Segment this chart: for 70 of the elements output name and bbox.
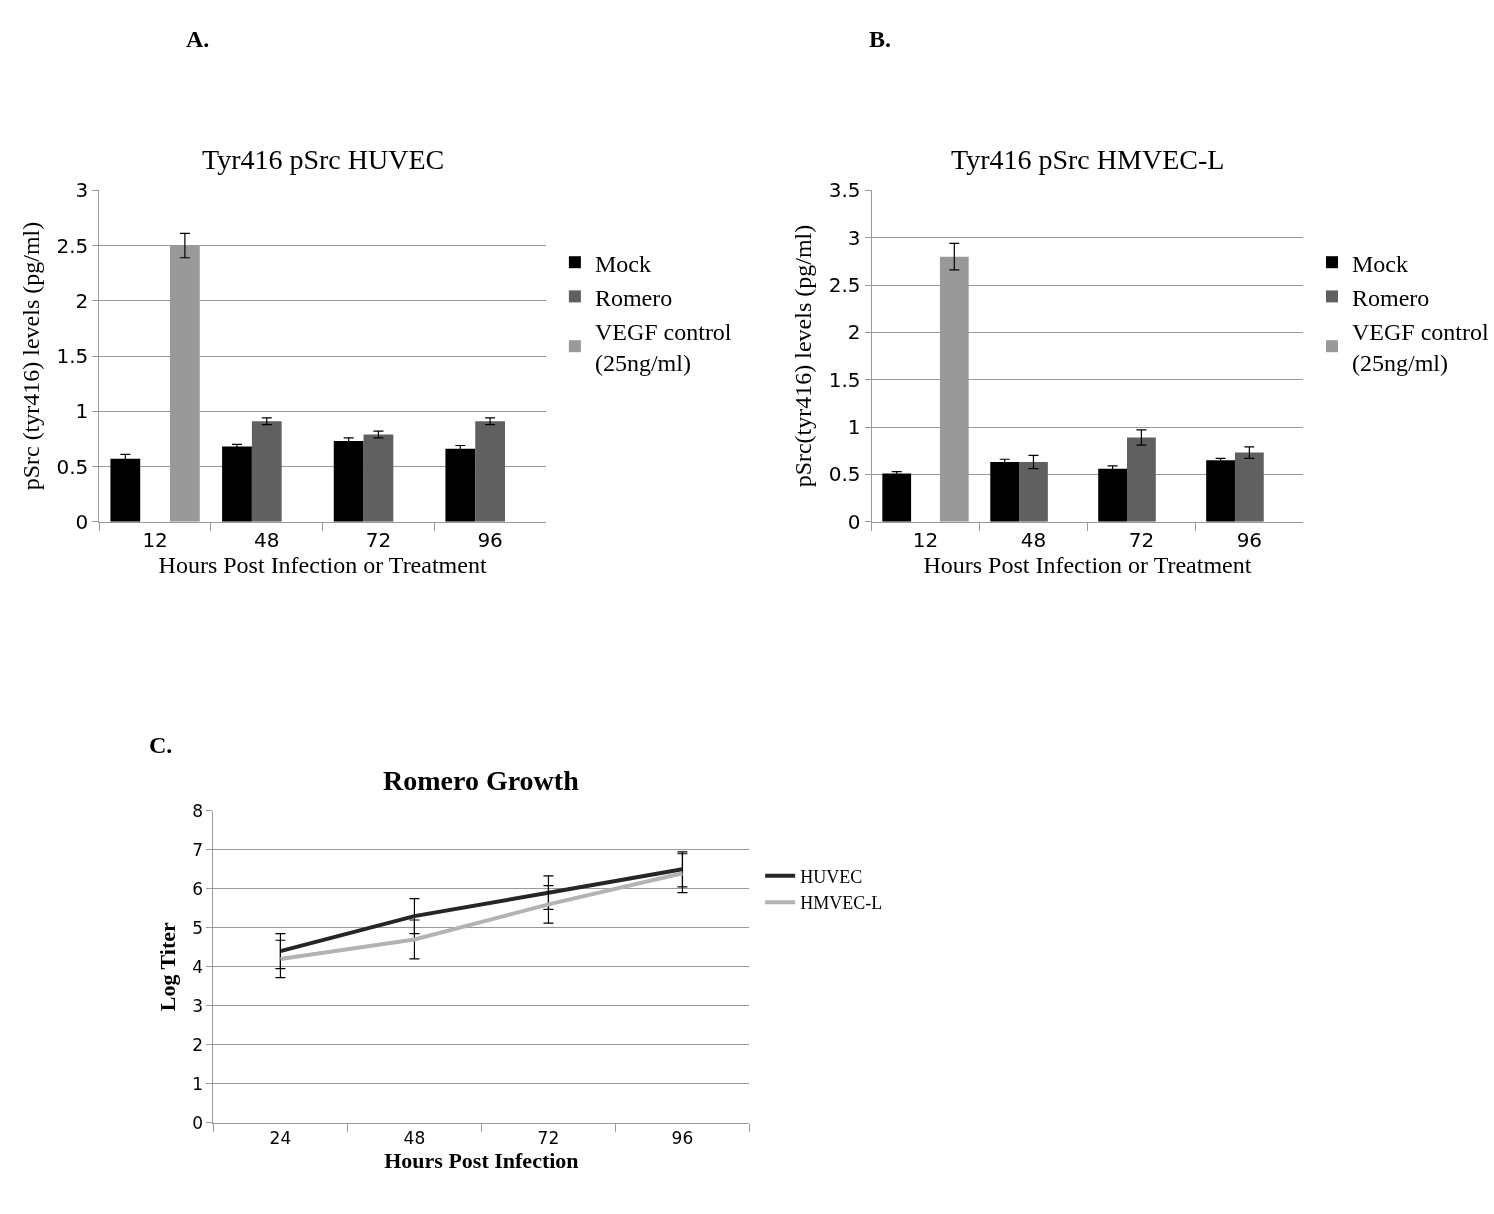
y-tick-label: 4	[192, 956, 204, 977]
bar	[1098, 468, 1128, 522]
chart-title: Romero Growth	[383, 765, 580, 796]
y-tick-label: 3	[847, 225, 861, 250]
y-tick-label: 1.5	[828, 367, 861, 392]
y-axis-title: Log Titer	[154, 922, 180, 1012]
x-tick-label: 12	[142, 527, 168, 552]
bar	[990, 462, 1020, 522]
bar	[1206, 460, 1235, 522]
y-tick-label: 2	[192, 1034, 204, 1055]
legend-label: Mock	[1351, 250, 1408, 277]
y-tick-label: 1	[847, 415, 861, 440]
x-tick-label: 96	[477, 527, 503, 552]
text: B.	[869, 26, 892, 52]
legend-label: Mock	[594, 250, 651, 277]
x-tick-label: 72	[365, 527, 392, 552]
y-tick-label: 1.5	[56, 344, 89, 369]
y-tick-label: 3	[75, 178, 89, 203]
bar	[1127, 437, 1156, 522]
x-axis-title: Hours Post Infection or Treatment	[923, 551, 1252, 578]
y-tick-label: 0	[75, 509, 89, 534]
legend-label: VEGF control (25ng/ml)	[594, 318, 732, 377]
text: A.	[186, 26, 210, 52]
y-tick-label: 2	[847, 320, 861, 345]
y-tick-label: 3.5	[828, 178, 861, 203]
x-tick-label: 24	[269, 1128, 292, 1148]
y-tick-label: 2	[75, 288, 89, 313]
x-tick-label: 48	[403, 1128, 426, 1148]
chart-title: Tyr416 pSrc HUVEC	[202, 144, 445, 175]
legend-label: HMVEC-L	[800, 893, 883, 914]
legend-label: Romero	[594, 284, 673, 311]
bar	[110, 458, 141, 522]
x-axis-title: Hours Post Infection or Treatment	[158, 551, 487, 578]
bar	[882, 473, 912, 522]
x-tick-label: 48	[254, 527, 280, 552]
bar	[1019, 462, 1048, 522]
bar	[251, 421, 282, 522]
chart-title: Tyr416 pSrc HMVEC-L	[951, 144, 1225, 175]
y-tick-label: 8	[192, 800, 204, 821]
bar	[333, 441, 364, 522]
y-tick-label: 6	[192, 878, 204, 899]
y-tick-label: 0.5	[56, 454, 89, 479]
x-tick-label: 48	[1020, 527, 1047, 552]
x-tick-label: 96	[1236, 527, 1263, 552]
bar	[363, 434, 394, 522]
y-tick-label: 0	[192, 1112, 204, 1133]
legend-label: Romero	[1351, 284, 1430, 311]
y-tick-label: 0	[847, 509, 861, 534]
y-tick-label: 2.5	[56, 233, 89, 258]
y-axis-title: pSrc(tyr416) levels (pg/ml)	[789, 224, 816, 488]
y-tick-label: 3	[192, 995, 204, 1016]
x-tick-label: 72	[537, 1128, 560, 1148]
legend-label: HUVEC	[800, 866, 863, 887]
y-tick-label: 1	[192, 1073, 204, 1094]
y-tick-label: 1	[75, 399, 89, 424]
text: C.	[149, 732, 173, 758]
x-tick-label: 96	[671, 1128, 694, 1148]
bar	[445, 448, 476, 522]
y-tick-label: 7	[192, 839, 204, 860]
bar	[1234, 452, 1264, 522]
x-axis-title: Hours Post Infection	[384, 1148, 579, 1173]
bar	[222, 446, 252, 522]
bar	[475, 421, 505, 522]
x-tick-label: 72	[1128, 527, 1155, 552]
y-tick-label: 0.5	[828, 462, 861, 487]
legend-label: VEGF control (25ng/ml)	[1351, 318, 1489, 377]
x-tick-label: 12	[912, 527, 939, 552]
y-axis-title: pSrc (tyr416) levels (pg/ml)	[17, 221, 44, 491]
y-tick-label: 5	[192, 917, 204, 938]
y-tick-label: 2.5	[828, 273, 861, 298]
